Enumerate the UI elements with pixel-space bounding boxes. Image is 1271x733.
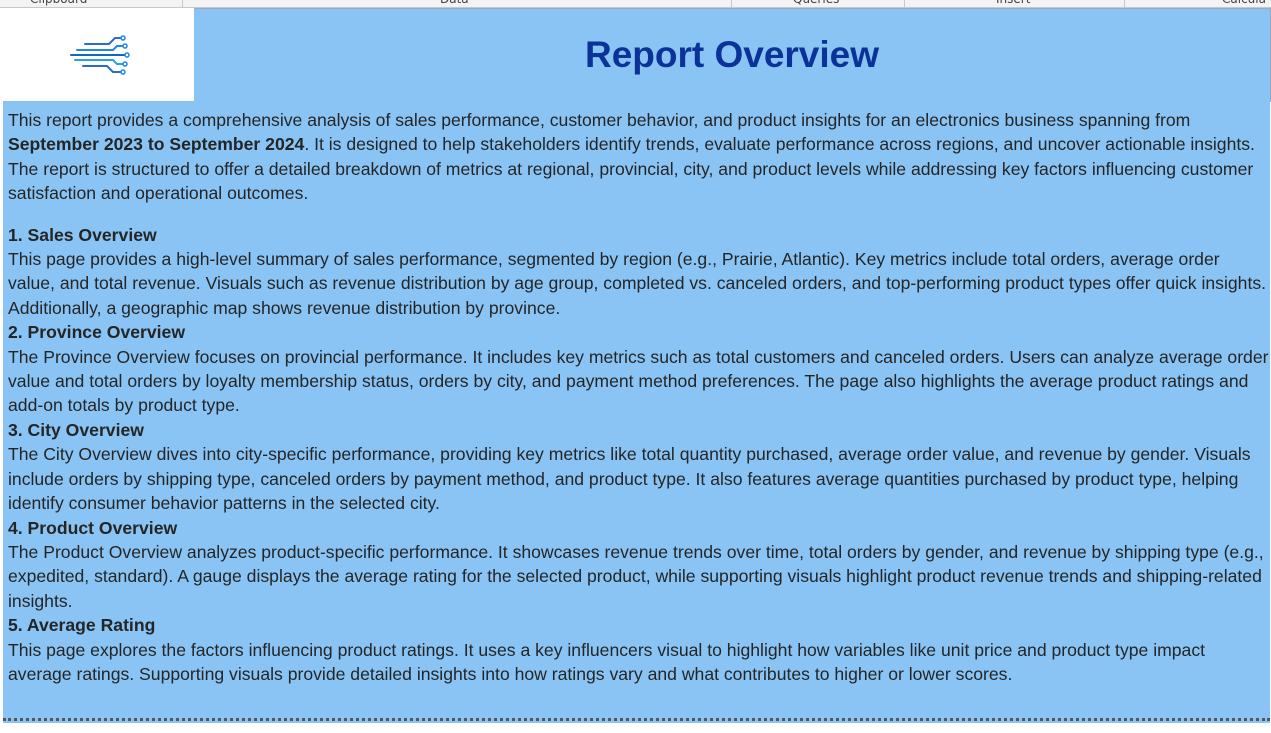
intro-text: This report provides a comprehensive ana… [8,110,1191,130]
ribbon-group[interactable]: Data [440,0,469,6]
section-body: This page explores the factors influenci… [8,639,1206,684]
content: This report provides a comprehensive ana… [3,101,1270,723]
ribbon: Clipboard Data Queries Insert Calcula [0,0,1271,8]
ribbon-group[interactable]: Calcula [1222,0,1266,6]
section-heading: 4. Product Overview [8,517,178,538]
section-body: This page provides a high-level summary … [8,249,1267,318]
section-body: The Product Overview analyzes product-sp… [8,541,1264,611]
section-heading: 5. Average Rating [8,615,156,636]
ribbon-group[interactable]: Clipboard [30,0,87,6]
section-body: The Province Overview focuses on provinc… [8,346,1269,416]
ribbon-group[interactable]: Insert [996,0,1030,6]
section-body: The City Overview dives into city-specif… [8,444,1251,514]
intro-bold: September 2023 to September 2024 [8,134,305,155]
report-title: Report Overview [584,34,880,75]
logo [3,8,193,101]
divider [3,718,1270,721]
section-heading: 2. Province Overview [8,322,186,343]
section-heading: 1. Sales Overview [8,224,157,245]
intro: This report provides a comprehensive ana… [8,108,1270,206]
title-bar: Report Overview [194,8,1271,102]
sections: 1. Sales Overview This page provides a hi… [8,223,1270,687]
section-heading: 3. City Overview [8,419,144,440]
intro-text: . It is designed to help stakeholders id… [8,134,1255,204]
ribbon-group[interactable]: Queries [793,0,839,6]
logo-icon [70,35,130,75]
